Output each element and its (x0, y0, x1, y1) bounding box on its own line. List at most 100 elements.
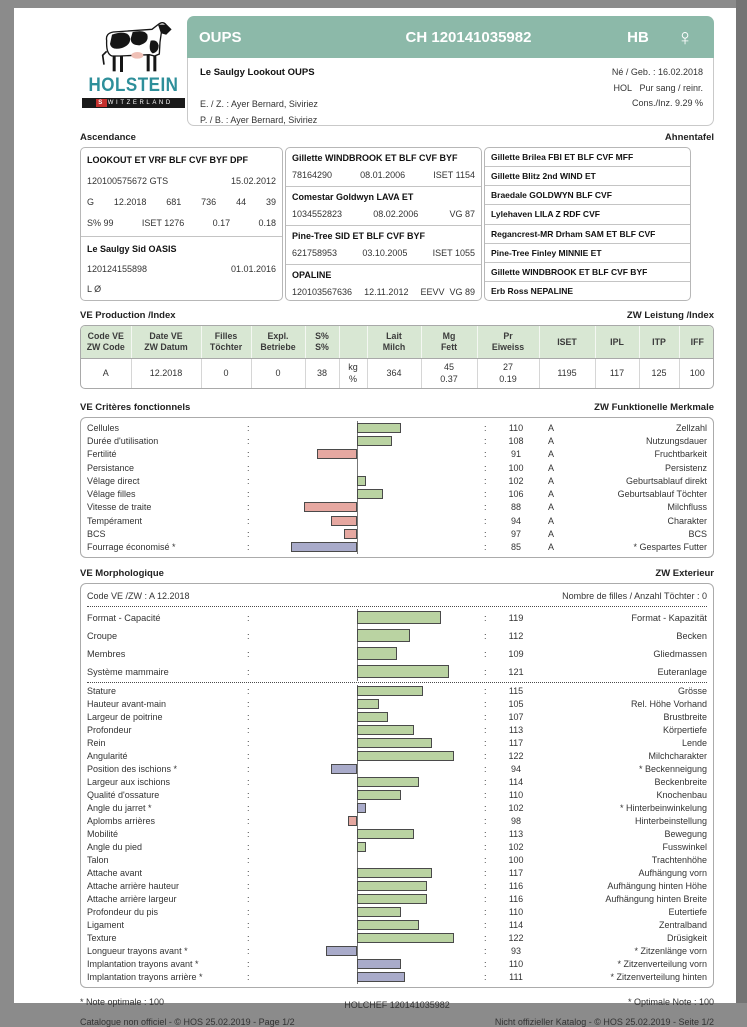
trait-bar-track (289, 474, 479, 488)
colon: : (484, 449, 487, 460)
trait-label-de: Geburtsablauf direkt (625, 475, 707, 486)
colon: : (484, 666, 487, 677)
production-header-cell: Filles Töchter (201, 326, 252, 359)
footer-note-row: * Note optimale : 100 HOLCHEF 1201410359… (80, 997, 714, 1010)
header-line: Code VE (87, 331, 124, 341)
trait-bar (357, 665, 450, 679)
production-value-cell: 1195 (539, 358, 596, 388)
colon: : (247, 712, 250, 723)
colon: : (247, 515, 250, 526)
trait-row: Mobilité:: 113 Bewegung (87, 827, 707, 841)
pedigree-parents-box: LOOKOUT ET VRF BLF CVF BYF DPF 120100575… (80, 147, 283, 301)
trait-label-de: Grösse (677, 686, 707, 697)
trait-label-de: * Hinterbeinwinkelung (619, 803, 707, 814)
trait-bar (343, 528, 357, 539)
trait-bar (304, 502, 357, 513)
header-line: S% (315, 331, 329, 341)
trait-label-fr: Implantation trayons arrière * (87, 972, 203, 983)
colon: : (484, 630, 487, 641)
sire-name: LOOKOUT ET VRF BLF CVF BYF DPF (87, 155, 248, 165)
trait-bar-track (289, 487, 479, 502)
trait-label-fr: Longueur trayons avant * (87, 946, 188, 957)
colon: : (484, 959, 487, 970)
sire-proof-value: 44 (236, 197, 247, 207)
trait-value: 88 (510, 502, 521, 513)
trait-bar (357, 699, 379, 710)
morphology-traits-box: Code VE /ZW : A 12.2018 Nombre de filles… (80, 582, 714, 988)
header-line: Expl. (267, 331, 289, 341)
colon: : (484, 475, 487, 486)
trait-row: Persistance:: 100 A Persistenz (87, 460, 707, 475)
value-line: % (348, 373, 357, 384)
birth-date-line: Né / Geb. : 16.02.2018 (611, 67, 703, 77)
trait-label-de: Brustbreite (663, 712, 707, 723)
sire-index-line: S% 99 ISET 1276 0.17 0.18 (87, 213, 276, 234)
great-grandparent-name: Erb Ross NEPALINE (491, 285, 574, 296)
production-table-wrap: Code VE ZW Code Date VE ZW Datum Filles Töcht… (80, 325, 714, 389)
great-grandparent-name: Regancrest-MR Drham SAM ET BLF CVF (491, 228, 656, 239)
dam-number: 120124155898 (87, 264, 148, 274)
colon: : (247, 630, 250, 641)
morphology-code: Code VE /ZW : A 12.2018 (87, 590, 190, 601)
trait-label-fr: Attache arrière hauteur (87, 881, 180, 892)
breed-line: HOL Pur sang / reinr. (613, 82, 703, 93)
trait-row: Talon:: 100 Trachtenhöhe (87, 853, 707, 867)
sire-index-value: ISET 1276 (141, 218, 185, 228)
production-header-cell: S% S% (305, 326, 340, 359)
header-line: IPL (610, 336, 624, 347)
trait-bar-track (289, 879, 479, 893)
colon: : (484, 422, 487, 433)
great-grandparent-name: Gillette Brilea FBI ET BLF CVF MFF (491, 152, 634, 163)
colon: : (247, 699, 250, 710)
morphology-section-labels: VE Morphologique ZW Exterieur (80, 568, 714, 579)
great-grandparent-name: Gillette Blitz 2nd WIND ET (491, 171, 596, 182)
trait-row: Angle du pied:: 102 Fusswinkel (87, 840, 707, 854)
colon: : (247, 648, 250, 659)
grandparent-name: Gillette WINDBROOK ET BLF CVF BYF (292, 153, 458, 163)
production-label-fr: VE Production /Index (80, 310, 176, 321)
value-line: 364 (386, 367, 402, 378)
colon: : (247, 829, 250, 840)
trait-bar-track (289, 827, 479, 841)
trait-label-de: Nutzungsdauer (645, 435, 707, 446)
colon: : (484, 725, 487, 736)
sire-date: 15.02.2012 (230, 176, 276, 186)
trait-bar-track (289, 626, 479, 645)
trait-label-de: Aufhängung hinten Höhe (607, 881, 707, 892)
trait-label-de: Drüsigkeit (666, 933, 707, 944)
trait-label-fr: Vitesse de traite (87, 502, 152, 513)
production-value-cell: 125 (639, 358, 680, 388)
production-header-cell (339, 326, 368, 359)
trait-row: Largeur de poitrine:: 107 Brustbreite (87, 710, 707, 724)
header-line: Töchter (209, 342, 243, 352)
trait-value: 94 (510, 764, 521, 775)
trait-value: 117 (508, 738, 524, 749)
trait-label-fr: Fertilité (87, 449, 117, 460)
colon: : (484, 972, 487, 983)
trait-bar-track (289, 662, 479, 681)
morphology-group-rows: Format - Capacité:: 119 Format - Kapazität… (87, 608, 707, 681)
value-line: 27 (502, 362, 513, 372)
grandparent-number: 621758953 (292, 248, 338, 258)
trait-bar (357, 972, 406, 983)
trait-label-de: Milchfluss (667, 502, 707, 513)
trait-row: Durée d'utilisation:: 108 A Nutzungsdauer (87, 434, 707, 448)
trait-bar (357, 881, 428, 892)
production-label-de: ZW Leistung /Index (626, 310, 714, 321)
trait-bar-track (289, 749, 479, 763)
trait-value: 116 (508, 894, 524, 905)
morphology-detail-rows: Stature::115 Grösse Hauteur avant-main::10… (87, 684, 707, 984)
grandparent-index: ISET 1055 (432, 248, 475, 258)
pedigree-great-grandparent-cell: Erb Ross NEPALINE (485, 280, 690, 300)
colon: : (247, 803, 250, 814)
colon: : (247, 489, 250, 500)
trait-code: A (547, 422, 554, 433)
trait-value: 119 (508, 612, 524, 623)
pedigree-sire-cell: LOOKOUT ET VRF BLF CVF BYF DPF 120100575… (81, 148, 282, 236)
trait-label-de: * Zitzenverteilung hinten (610, 972, 707, 983)
trait-row: Attache arrière largeur:: 116 Aufhängung h… (87, 892, 707, 906)
production-header-cell: Expl. Betriebe (251, 326, 306, 359)
sire-index-value: 0.17 (212, 218, 231, 228)
trait-label-fr: Largeur de poitrine (87, 712, 163, 723)
colon: : (484, 712, 487, 723)
